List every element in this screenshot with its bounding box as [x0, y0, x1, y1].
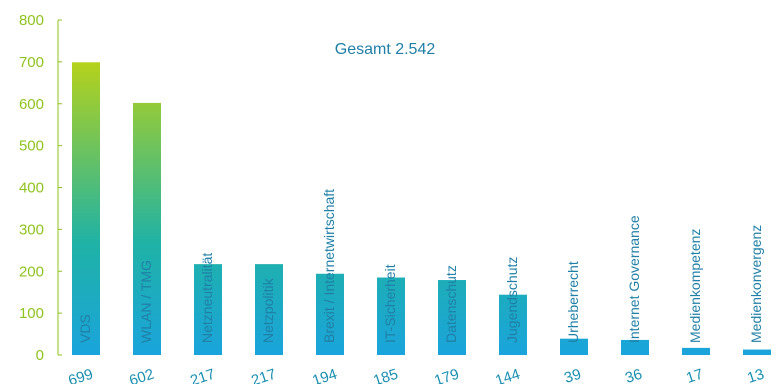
- x-value-label: 217: [249, 366, 278, 384]
- bar-category-label: Jugendschutz: [504, 257, 520, 343]
- x-value-label: 217: [188, 366, 217, 384]
- y-tick-label: 400: [19, 180, 44, 197]
- bar: [72, 62, 100, 355]
- bars-layer: VDS WLAN / TMG Netzneutralität Netzpolitik B…: [72, 62, 771, 355]
- y-tick-label: 100: [19, 305, 44, 322]
- x-value-label: 36: [623, 366, 644, 384]
- bar-category-label: Brexit / Internetwirtschaft: [321, 189, 337, 343]
- x-value-label: 17: [684, 366, 705, 384]
- x-value-label: 179: [432, 366, 461, 384]
- bar: [743, 349, 771, 355]
- bar-category-label: Datenschutz: [443, 265, 459, 343]
- bar: [255, 264, 283, 355]
- x-value-label: 144: [493, 366, 522, 384]
- y-axis: 0 100 200 300 400 500 600 700 800: [19, 12, 62, 364]
- bar-category-label: Urheberrecht: [565, 261, 581, 343]
- bar-category-label: Netzneutralität: [199, 253, 215, 343]
- y-tick-label: 0: [36, 347, 44, 364]
- bar-category-label: IT-Sicherheit: [382, 264, 398, 343]
- x-tick-labels: 699 602 217 217 194 185 179 144 39 36 17 13: [66, 366, 766, 384]
- x-value-label: 194: [310, 366, 339, 384]
- bar-category-label: Medienkompetenz: [687, 229, 703, 343]
- y-tick-label: 300: [19, 221, 44, 238]
- bar: [133, 102, 161, 355]
- bar-category-label: Netzpolitik: [260, 277, 276, 343]
- x-value-label: 13: [745, 366, 766, 384]
- x-value-label: 185: [371, 366, 400, 384]
- bar: [194, 264, 222, 355]
- bar: [682, 347, 710, 355]
- bar-category-label: Medienkonvergenz: [748, 225, 764, 343]
- bar: [499, 294, 527, 355]
- bar: [621, 339, 649, 355]
- bar: [377, 277, 405, 355]
- chart-title: Gesamt 2.542: [335, 41, 436, 58]
- x-value-label: 602: [127, 366, 156, 384]
- bar: [316, 273, 344, 355]
- bar: [560, 338, 588, 355]
- y-tick-label: 800: [19, 12, 44, 29]
- bar-category-label: VDS: [77, 314, 93, 343]
- bar: [438, 280, 466, 355]
- bar-category-label: WLAN / TMG: [138, 260, 154, 343]
- bar-category-label: Internet Governance: [626, 215, 642, 343]
- y-tick-label: 200: [19, 263, 44, 280]
- x-value-label: 39: [562, 366, 583, 384]
- y-tick-label: 700: [19, 54, 44, 71]
- x-value-label: 699: [66, 366, 95, 384]
- y-tick-label: 500: [19, 138, 44, 155]
- y-tick-label: 600: [19, 96, 44, 113]
